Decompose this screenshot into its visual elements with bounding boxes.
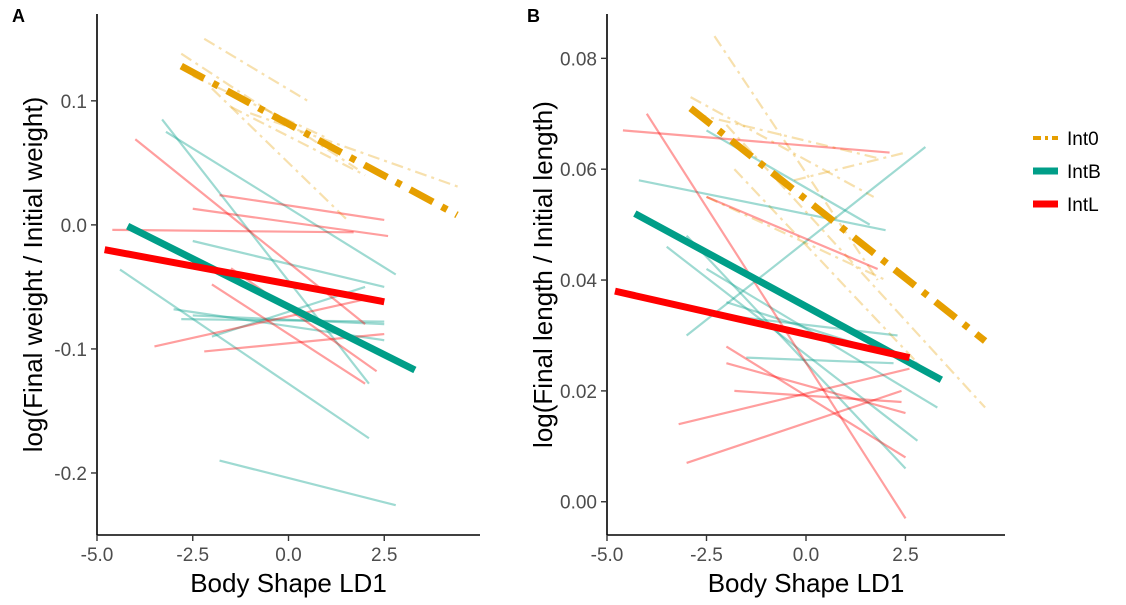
series-line-int0-4 [706,195,887,282]
y-tick-label: 0.04 [560,271,597,292]
x-axis-title: Body Shape LD1 [190,568,387,598]
series-line-intb-9 [192,239,385,288]
fit-line-int0 [688,105,988,344]
series-line-intl-23 [734,389,902,404]
legend-label-intl: IntL [1067,195,1099,216]
x-tick-label: -5.0 [591,545,624,566]
series-line-intl-16 [622,129,890,154]
x-tick-label: -2.5 [690,545,723,566]
series-line-int0-1 [690,96,875,198]
y-tick-label: 0.00 [560,493,597,514]
series-line-int0-2 [694,112,878,160]
series-line-intb-7 [638,179,886,232]
legend: Int0 IntB IntL [1033,129,1101,216]
x-tick-label: 2.5 [371,545,397,566]
x-tick-label: -5.0 [81,545,114,566]
fit-line-intl [104,246,385,306]
panel-b: -5.0 -2.5 0.0 2.5 0.00 0.02 0.04 0.06 0.08 Body S… [527,6,1005,598]
y-tick-label: -0.1 [54,340,87,361]
series-line-intb-14 [746,356,894,365]
x-axis-title: Body Shape LD1 [708,568,905,598]
series-line-int0-5 [249,112,462,189]
series-line-intl-21 [211,283,366,385]
series-line-intb-6 [161,118,370,385]
series-line-intb-8 [119,268,370,440]
series-line-int0-5 [725,124,986,409]
series-line-intb-10 [666,245,919,442]
x-tick-label: 2.5 [892,545,918,566]
series-line-int0-0 [713,35,879,281]
x-tick-label: 0.0 [275,545,301,566]
series-line-int0-3 [211,87,347,220]
panel-label: B [527,6,540,26]
series-line-int0-0 [180,52,359,170]
y-tick-label: 0.1 [61,92,87,113]
legend-label-int0: Int0 [1067,129,1099,150]
series-line-int0-3 [793,151,906,182]
x-tick-label: -2.5 [176,545,209,566]
series-line-intl-19 [154,298,366,348]
y-axis-title: log(Final length / Initial length) [528,101,558,448]
series-line-intl-18 [219,194,385,222]
y-tick-label: 0.0 [61,216,87,237]
panel-label: A [12,6,25,26]
y-tick-label: 0.08 [560,49,597,70]
series-line-int0-4 [230,106,366,177]
y-tick-label: -0.2 [54,464,87,485]
series-line-intb-9 [685,146,927,337]
y-tick-label: 0.02 [560,382,597,403]
series-line-intb-11 [685,234,907,470]
fit-line-int0 [179,63,459,219]
series-line-intl-16 [112,228,354,234]
series-line-intl-19 [725,345,907,459]
series-line-intl-22 [726,362,906,415]
y-axis-title: log(Final weight / Initial weight) [18,97,48,453]
fit-line-intb [126,222,417,374]
series-line-int0-6 [733,168,935,381]
series-line-int0-1 [203,37,309,102]
series-line-intb-14 [219,459,397,507]
panel-a: -5.0 -2.5 0.0 2.5 -0.2 -0.1 0.0 0.1 Body Shape L… [12,6,480,598]
fit-line-intl [614,287,911,362]
series-line-intb-12 [192,314,385,326]
x-tick-label: 0.0 [793,545,819,566]
series-line-intb-11 [181,318,385,323]
series-line-intl-17 [192,207,389,238]
series-line-intl-17 [645,113,907,519]
series-line-intb-7 [165,130,397,276]
y-tick-label: 0.06 [560,160,597,181]
legend-label-intb: IntB [1067,162,1101,183]
series-line-intl-22 [230,267,378,373]
series-line-intl-18 [706,195,879,270]
series-line-intl-21 [686,389,902,464]
series-line-intl-20 [678,367,910,426]
